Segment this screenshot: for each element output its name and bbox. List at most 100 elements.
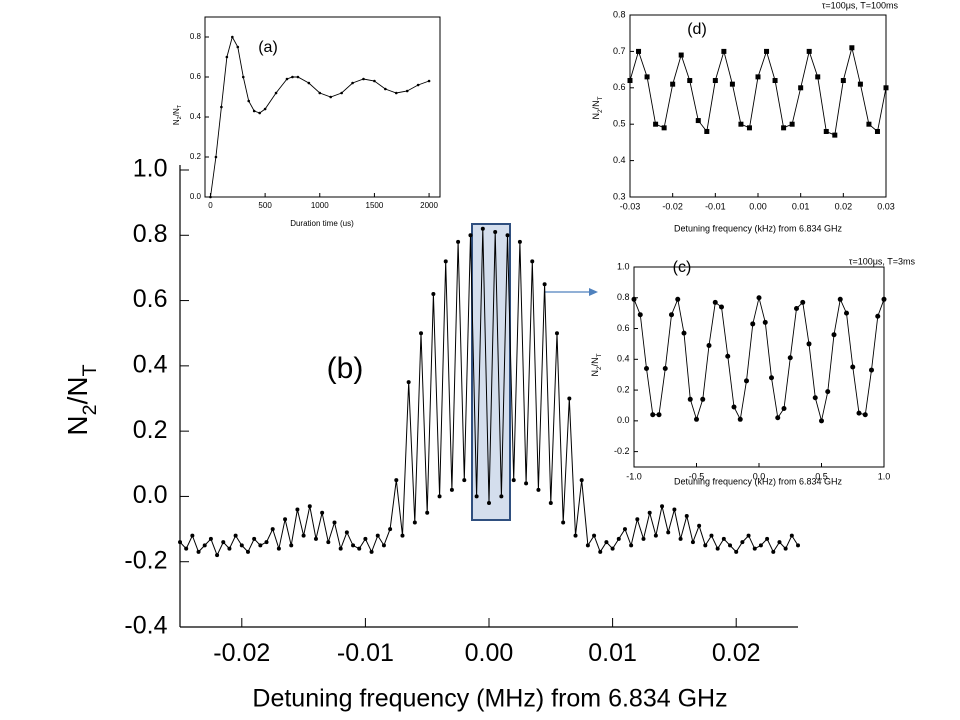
marker (755, 74, 761, 80)
marker (283, 517, 288, 522)
marker (610, 546, 615, 551)
marker (678, 536, 683, 541)
y-tick-label: 1.0 (617, 261, 630, 271)
marker (480, 226, 485, 231)
marker (579, 478, 584, 483)
marker (419, 331, 424, 336)
marker (746, 533, 751, 538)
marker (209, 195, 212, 199)
marker (344, 530, 349, 535)
marker (789, 533, 794, 538)
y-tick-label: 0.3 (613, 191, 626, 201)
x-tick-label: -0.02 (662, 201, 683, 211)
marker (258, 111, 261, 115)
marker (474, 494, 479, 499)
marker (561, 520, 566, 525)
y-tick-label: 0.0 (133, 481, 168, 509)
marker (231, 35, 234, 39)
marker (635, 517, 640, 522)
x-tick-label: -0.01 (337, 639, 394, 667)
marker (351, 543, 356, 548)
marker (258, 543, 263, 548)
marker (787, 355, 793, 361)
annotation: (c) (673, 259, 692, 276)
y-tick-label: 0.7 (613, 46, 626, 56)
marker (656, 412, 662, 418)
x-tick-label: -1.0 (626, 471, 642, 481)
marker (844, 310, 849, 316)
annotation: (b) (327, 352, 364, 385)
x-tick-label: 2000 (420, 201, 438, 210)
marker (712, 78, 718, 84)
y-tick-label: 0.4 (613, 155, 626, 165)
marker (221, 540, 226, 545)
marker (631, 296, 637, 302)
marker (653, 121, 659, 127)
marker (517, 239, 522, 244)
marker (362, 77, 365, 81)
marker (320, 510, 325, 515)
marker (695, 118, 701, 124)
marker (394, 91, 398, 95)
marker (567, 396, 572, 401)
marker (629, 543, 634, 548)
marker (270, 527, 275, 532)
marker (274, 91, 278, 95)
y-tick-label: 0.6 (613, 82, 626, 92)
y-axis-label: N2/NT (62, 364, 101, 435)
marker (592, 533, 597, 538)
marker (641, 536, 646, 541)
marker (881, 296, 887, 302)
marker (373, 79, 376, 83)
y-axis-label: N2/NT (172, 104, 183, 125)
marker (214, 155, 218, 159)
marker (326, 540, 331, 545)
marker (758, 543, 763, 548)
marker (456, 239, 461, 244)
chart-title: τ=100μs, T=3ms (849, 256, 916, 266)
marker (524, 481, 529, 486)
marker (296, 75, 300, 79)
y-axis-label: N2/NT (590, 353, 603, 376)
y-tick-label: -0.4 (124, 612, 167, 640)
marker (715, 546, 720, 551)
marker (468, 233, 473, 238)
marker (719, 304, 724, 310)
marker (263, 107, 267, 111)
marker (548, 500, 553, 505)
marker (190, 533, 195, 538)
marker (706, 342, 712, 348)
marker (340, 91, 343, 95)
axes-frame (204, 16, 441, 198)
x-axis-label: Detuning frequency (kHz) from 6.834 GHz (674, 476, 843, 486)
marker (239, 543, 244, 548)
marker (363, 536, 368, 541)
marker (670, 81, 676, 87)
marker (637, 312, 643, 318)
x-tick-label: 0.03 (877, 201, 895, 211)
marker (729, 81, 735, 87)
marker (672, 507, 677, 512)
marker (252, 536, 257, 541)
marker (662, 366, 668, 372)
marker (196, 549, 201, 554)
marker (687, 78, 693, 84)
marker (866, 121, 872, 127)
marker (883, 85, 889, 91)
marker (800, 299, 806, 305)
marker (227, 546, 232, 551)
marker (388, 527, 393, 532)
marker (462, 478, 467, 483)
marker (738, 121, 744, 127)
marker (781, 406, 787, 412)
marker (245, 549, 250, 554)
marker (416, 83, 420, 87)
marker (837, 296, 843, 302)
x-tick-label: 1000 (311, 201, 329, 210)
marker (832, 132, 838, 138)
marker (208, 536, 213, 541)
marker (653, 533, 658, 538)
y-axis-label: N2/NT (591, 96, 604, 119)
x-tick-label: 0.5 (815, 471, 828, 481)
